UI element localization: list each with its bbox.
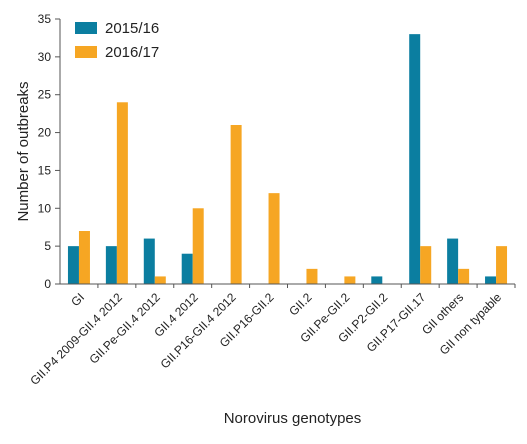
bar-series1 [447,238,459,284]
y-tick-label: 25 [38,88,52,102]
y-tick-label: 0 [44,277,51,291]
legend-swatch [75,46,97,58]
x-tick-label: GII.2 [286,290,315,319]
legend-swatch [75,22,97,34]
bar-series1 [143,238,155,284]
bar-series2 [420,246,432,284]
bar-series2 [458,268,470,284]
y-axis-label: Number of outbreaks [15,81,32,221]
bar-series2 [344,276,356,284]
bar-series2 [306,268,318,284]
bar-series2 [154,276,166,284]
legend-label: 2015/16 [105,20,159,37]
y-tick-label: 30 [38,50,52,64]
bar-series2 [78,231,90,284]
bar-series1 [105,246,117,284]
bar-series1 [181,253,193,284]
bar-series2 [496,246,508,284]
y-tick-label: 5 [44,239,51,253]
x-tick-label: GI [68,290,87,309]
bar-series1 [485,276,497,284]
bar-series2 [116,102,128,285]
bar-series2 [230,125,242,284]
bar-series2 [268,193,280,284]
bar-series1 [67,246,79,284]
y-tick-label: 35 [38,12,52,26]
y-tick-label: 15 [38,163,52,177]
legend-label: 2016/17 [105,44,159,61]
bar-series1 [371,276,383,284]
bar-series2 [192,208,204,284]
y-tick-label: 10 [38,201,52,215]
x-axis-label: Norovirus genotypes [224,410,362,427]
legend: 2015/16 2016/17 [75,20,159,61]
y-tick-label: 20 [38,126,52,140]
bar-series1 [409,34,421,285]
